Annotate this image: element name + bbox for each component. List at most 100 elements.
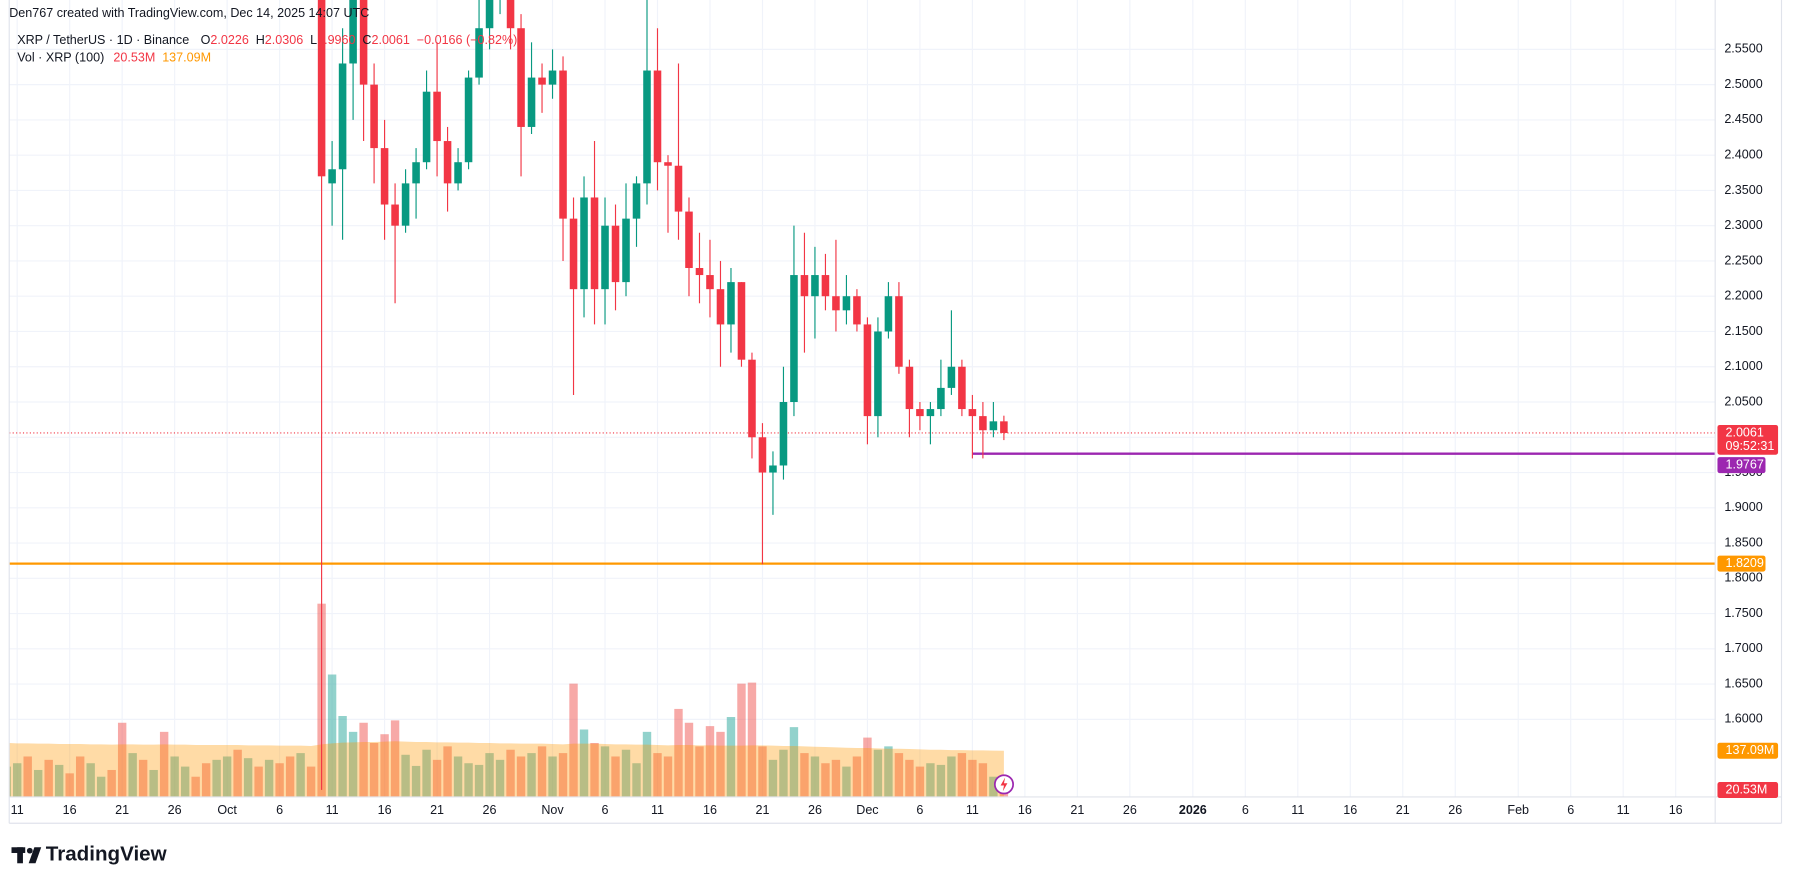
candle-body xyxy=(863,324,872,417)
volume-bar xyxy=(495,759,505,797)
volume-bar xyxy=(936,764,946,797)
candle-body xyxy=(979,416,987,431)
grid xyxy=(9,0,1716,797)
volume-label-box xyxy=(1717,782,1779,799)
candle-body xyxy=(727,282,735,325)
x-tick-label: 16 xyxy=(378,803,392,817)
volume-bar xyxy=(779,749,788,797)
x-tick-label: 11 xyxy=(1617,803,1630,817)
candle-body xyxy=(380,148,389,205)
x-tick-label: 16 xyxy=(1669,803,1683,817)
ohlc-key: H xyxy=(256,33,265,47)
x-tick-label: 26 xyxy=(483,803,497,817)
volume-bar xyxy=(705,726,715,797)
candle-body xyxy=(695,268,704,276)
y-tick-label: 2.2000 xyxy=(1724,289,1762,303)
volume-bar xyxy=(54,764,64,797)
candle-body xyxy=(874,331,882,417)
volume-bar xyxy=(663,756,673,797)
volume-bar xyxy=(653,753,662,797)
candle-body xyxy=(527,77,536,127)
volume-bar xyxy=(86,763,95,797)
last-price-box xyxy=(1717,424,1779,455)
volume-label: 20.53M xyxy=(1725,782,1767,796)
volume-bar xyxy=(12,763,22,797)
x-tick-label: 11 xyxy=(11,803,24,817)
volume-ma-area xyxy=(9,741,1004,797)
volume-bar xyxy=(464,763,473,797)
volume-bar xyxy=(558,753,568,797)
volume-bar xyxy=(548,756,557,797)
y-tick-label: 1.6000 xyxy=(1724,712,1762,726)
candle-body xyxy=(989,421,998,431)
ohlc-key: O xyxy=(201,33,211,47)
x-tick-label: 16 xyxy=(63,803,77,817)
volume-bar xyxy=(75,756,85,797)
volume-bar xyxy=(894,753,904,797)
candle-body xyxy=(884,296,893,332)
y-tick-label: 2.0500 xyxy=(1724,394,1762,408)
symbol: XRP / TetherUS · 1D · Binance xyxy=(17,33,189,47)
ohlc-key: C xyxy=(362,33,371,47)
volume-bar xyxy=(9,766,11,797)
candle-body xyxy=(412,162,420,184)
y-tick-label: 2.4000 xyxy=(1724,147,1762,161)
volume-bar xyxy=(222,756,232,797)
volume-bar xyxy=(306,766,316,797)
candle-body xyxy=(359,0,368,85)
volume-bar xyxy=(485,753,494,797)
volume-bar xyxy=(128,753,137,797)
alert-icon xyxy=(993,774,1014,795)
volume-bar xyxy=(348,731,358,797)
volume-bar xyxy=(905,759,914,797)
price-label: 1.9767 xyxy=(1725,457,1763,471)
logo-mark xyxy=(28,847,42,864)
x-tick-label: 16 xyxy=(703,803,717,817)
volume-bar xyxy=(96,776,106,797)
x-tick-label: 11 xyxy=(966,803,979,817)
x-tick-label: 6 xyxy=(1242,803,1249,817)
volume-bar xyxy=(674,708,683,797)
x-tick-label: 26 xyxy=(168,803,182,817)
candle-body xyxy=(821,275,830,297)
volume-last: 20.53M xyxy=(113,51,155,65)
candle-body xyxy=(832,296,840,311)
brand: TradingView xyxy=(46,843,168,866)
volume-bar xyxy=(443,746,452,797)
y-tick-label: 2.5500 xyxy=(1724,42,1762,56)
candle-body xyxy=(926,409,935,417)
price-label-box xyxy=(1717,555,1766,572)
volume-bar xyxy=(212,759,221,797)
volume-bar xyxy=(159,731,169,797)
volume-bar xyxy=(695,746,704,797)
volume-bar xyxy=(359,722,368,797)
candle-body xyxy=(643,70,651,184)
volume-bar xyxy=(390,720,400,797)
x-tick-label: 21 xyxy=(755,803,769,817)
volume-bar xyxy=(527,753,536,797)
candle-body xyxy=(517,28,525,127)
x-tick-label: Oct xyxy=(217,803,237,817)
volume-bar xyxy=(768,759,778,797)
x-tick-label: 6 xyxy=(276,803,283,817)
x-tick-label: 11 xyxy=(326,803,339,817)
volume-bar xyxy=(590,742,599,797)
candle-body xyxy=(590,197,599,290)
logo-mark xyxy=(26,847,33,854)
x-tick-label: 16 xyxy=(1018,803,1032,817)
candle-body xyxy=(485,0,494,29)
x-tick-label: 6 xyxy=(916,803,923,817)
volume-bar xyxy=(579,729,589,797)
alert-icon xyxy=(1000,777,1008,792)
volume-bar xyxy=(632,763,641,797)
volume-bar xyxy=(978,763,988,797)
candle-body xyxy=(559,70,567,219)
volume-bar xyxy=(821,763,830,797)
x-tick-label: 26 xyxy=(808,803,822,817)
volume-bar xyxy=(432,759,442,797)
y-tick-label: 2.3000 xyxy=(1724,218,1762,232)
change: −0.0166 (−0.82%) xyxy=(417,33,518,47)
volume-bar xyxy=(915,766,925,797)
y-tick-label: 2.1500 xyxy=(1724,324,1762,338)
